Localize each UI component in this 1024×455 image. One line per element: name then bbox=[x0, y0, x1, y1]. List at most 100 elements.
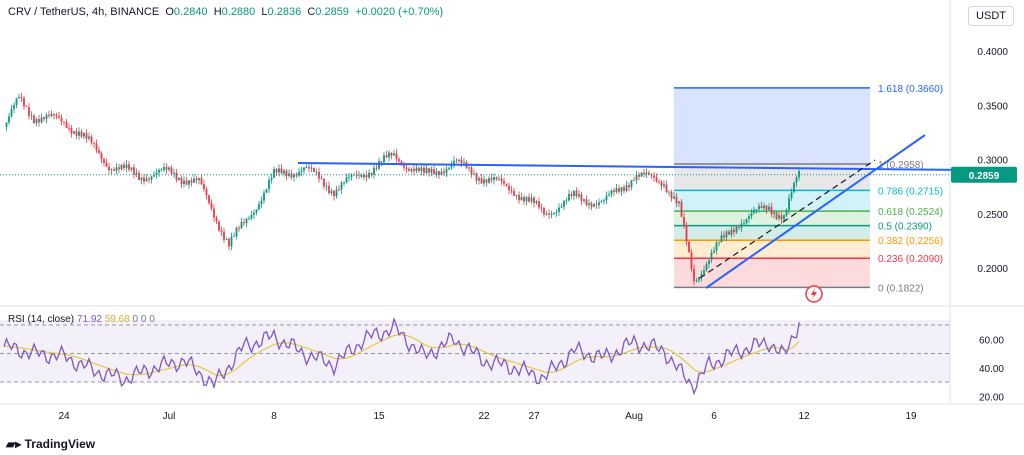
candle-body bbox=[743, 223, 745, 224]
candle-body bbox=[690, 252, 693, 269]
candle-body bbox=[120, 164, 123, 170]
trend-channel-midline[interactable] bbox=[699, 159, 876, 279]
ascending-trendline[interactable] bbox=[705, 134, 926, 289]
candle-body bbox=[635, 175, 638, 181]
candle-body bbox=[763, 205, 765, 209]
candle-body bbox=[148, 178, 150, 180]
fib-level-label: 0.382 (0.2256) bbox=[878, 236, 943, 247]
candle-body bbox=[25, 106, 28, 108]
candle-body bbox=[215, 217, 218, 222]
candle-body bbox=[730, 229, 733, 235]
candle-body bbox=[490, 178, 493, 181]
candle-body bbox=[575, 190, 578, 197]
candle-body bbox=[343, 182, 345, 184]
candle-body bbox=[108, 166, 110, 171]
candle-body bbox=[328, 185, 330, 194]
candle-body bbox=[568, 194, 570, 201]
candle-body bbox=[320, 178, 323, 180]
candle-body bbox=[483, 179, 485, 184]
time-tick-label: 24 bbox=[58, 411, 70, 422]
rsi-band-lines bbox=[0, 324, 950, 383]
fibonacci-extension[interactable] bbox=[674, 87, 870, 289]
candle-body bbox=[555, 211, 558, 213]
candle-body bbox=[135, 172, 138, 175]
candle-body bbox=[225, 239, 228, 240]
candle-body bbox=[450, 163, 453, 168]
candle-body bbox=[610, 190, 613, 195]
candle-body bbox=[165, 167, 168, 170]
candle-body bbox=[653, 175, 655, 178]
candle-body bbox=[528, 197, 530, 202]
rsi-legend[interactable]: RSI (14, close) 71.92 59.68 0 0 0 bbox=[8, 314, 155, 325]
symbol-title[interactable]: CRV / TetherUS, 4h, BINANCE bbox=[8, 6, 160, 18]
candle-body bbox=[503, 180, 505, 184]
candle-body bbox=[255, 209, 258, 213]
fib-zone bbox=[674, 225, 870, 241]
lightning-event-icon[interactable] bbox=[805, 285, 823, 303]
candle-body bbox=[663, 184, 665, 187]
time-axis[interactable]: 24 Jul 8 15 22 27 Aug 6 12 19 bbox=[58, 411, 917, 422]
price-tick-label: 0.3000 bbox=[977, 156, 1008, 167]
candle-body bbox=[85, 133, 88, 139]
candle-body bbox=[403, 165, 405, 168]
candle-body bbox=[493, 177, 495, 181]
candle-body bbox=[708, 260, 710, 264]
candle-body bbox=[425, 168, 428, 173]
candle-body bbox=[453, 160, 455, 164]
candle-body bbox=[500, 178, 503, 181]
candle-body bbox=[758, 206, 760, 210]
time-tick-label: 8 bbox=[271, 411, 277, 422]
fib-level-label: 0.236 (0.2090) bbox=[878, 254, 943, 265]
price-axis[interactable]: 0.4000 0.3500 0.3000 0.2500 0.2000 bbox=[977, 47, 1008, 275]
candle-body bbox=[793, 182, 795, 193]
candle-body bbox=[713, 250, 715, 253]
candle-body bbox=[695, 280, 698, 282]
candle-body bbox=[385, 155, 388, 158]
candle-body bbox=[275, 168, 278, 173]
horizontal-resistance-line[interactable] bbox=[297, 162, 969, 172]
candle-body bbox=[623, 187, 625, 191]
candle-body bbox=[440, 171, 443, 176]
candle-body bbox=[543, 208, 545, 215]
candle-body bbox=[228, 239, 230, 247]
candle-body bbox=[468, 167, 470, 169]
candle-body bbox=[18, 97, 20, 99]
rsi-title[interactable]: RSI (14, close) bbox=[8, 314, 75, 325]
fib-level-label: 0 (0.1822) bbox=[878, 283, 924, 294]
candle-body bbox=[133, 167, 135, 175]
candle-body bbox=[285, 170, 288, 176]
price-tick-label: 0.3500 bbox=[977, 101, 1008, 112]
candle-body bbox=[795, 177, 798, 183]
candle-body bbox=[23, 98, 25, 107]
candle-body bbox=[538, 201, 540, 208]
candle-body bbox=[608, 194, 610, 196]
currency-button[interactable]: USDT bbox=[968, 6, 1014, 26]
candle-body bbox=[700, 273, 703, 278]
candlestick-series[interactable] bbox=[5, 92, 800, 286]
open-value: 0.2840 bbox=[173, 6, 208, 18]
tradingview-logo[interactable]: ▰▸ TradingView bbox=[6, 437, 95, 451]
time-tick-label: 12 bbox=[798, 411, 810, 422]
candle-body bbox=[70, 128, 73, 134]
brand-name: TradingView bbox=[24, 437, 96, 451]
symbol-legend[interactable]: CRV / TetherUS, 4h, BINANCE O0.2840 H0.2… bbox=[8, 6, 443, 18]
fib-level-label: 1 (0.2958) bbox=[878, 160, 924, 171]
candle-body bbox=[683, 216, 685, 226]
candle-body bbox=[220, 230, 223, 232]
candle-body bbox=[615, 188, 618, 192]
candle-body bbox=[300, 170, 303, 173]
candle-body bbox=[430, 169, 433, 173]
candle-body bbox=[780, 215, 783, 220]
candle-body bbox=[628, 185, 630, 188]
low-label: L bbox=[261, 6, 268, 18]
tradingview-logo-icon: ▰▸ bbox=[6, 437, 22, 451]
candle-body bbox=[605, 195, 608, 201]
candle-body bbox=[268, 179, 270, 190]
candle-body bbox=[345, 177, 348, 183]
rsi-axis: 60.00 40.00 20.00 bbox=[979, 335, 1004, 403]
price-tick-label: 0.4000 bbox=[977, 47, 1008, 58]
candle-body bbox=[160, 169, 163, 171]
candle-body bbox=[740, 223, 743, 228]
candle-body bbox=[588, 203, 590, 206]
